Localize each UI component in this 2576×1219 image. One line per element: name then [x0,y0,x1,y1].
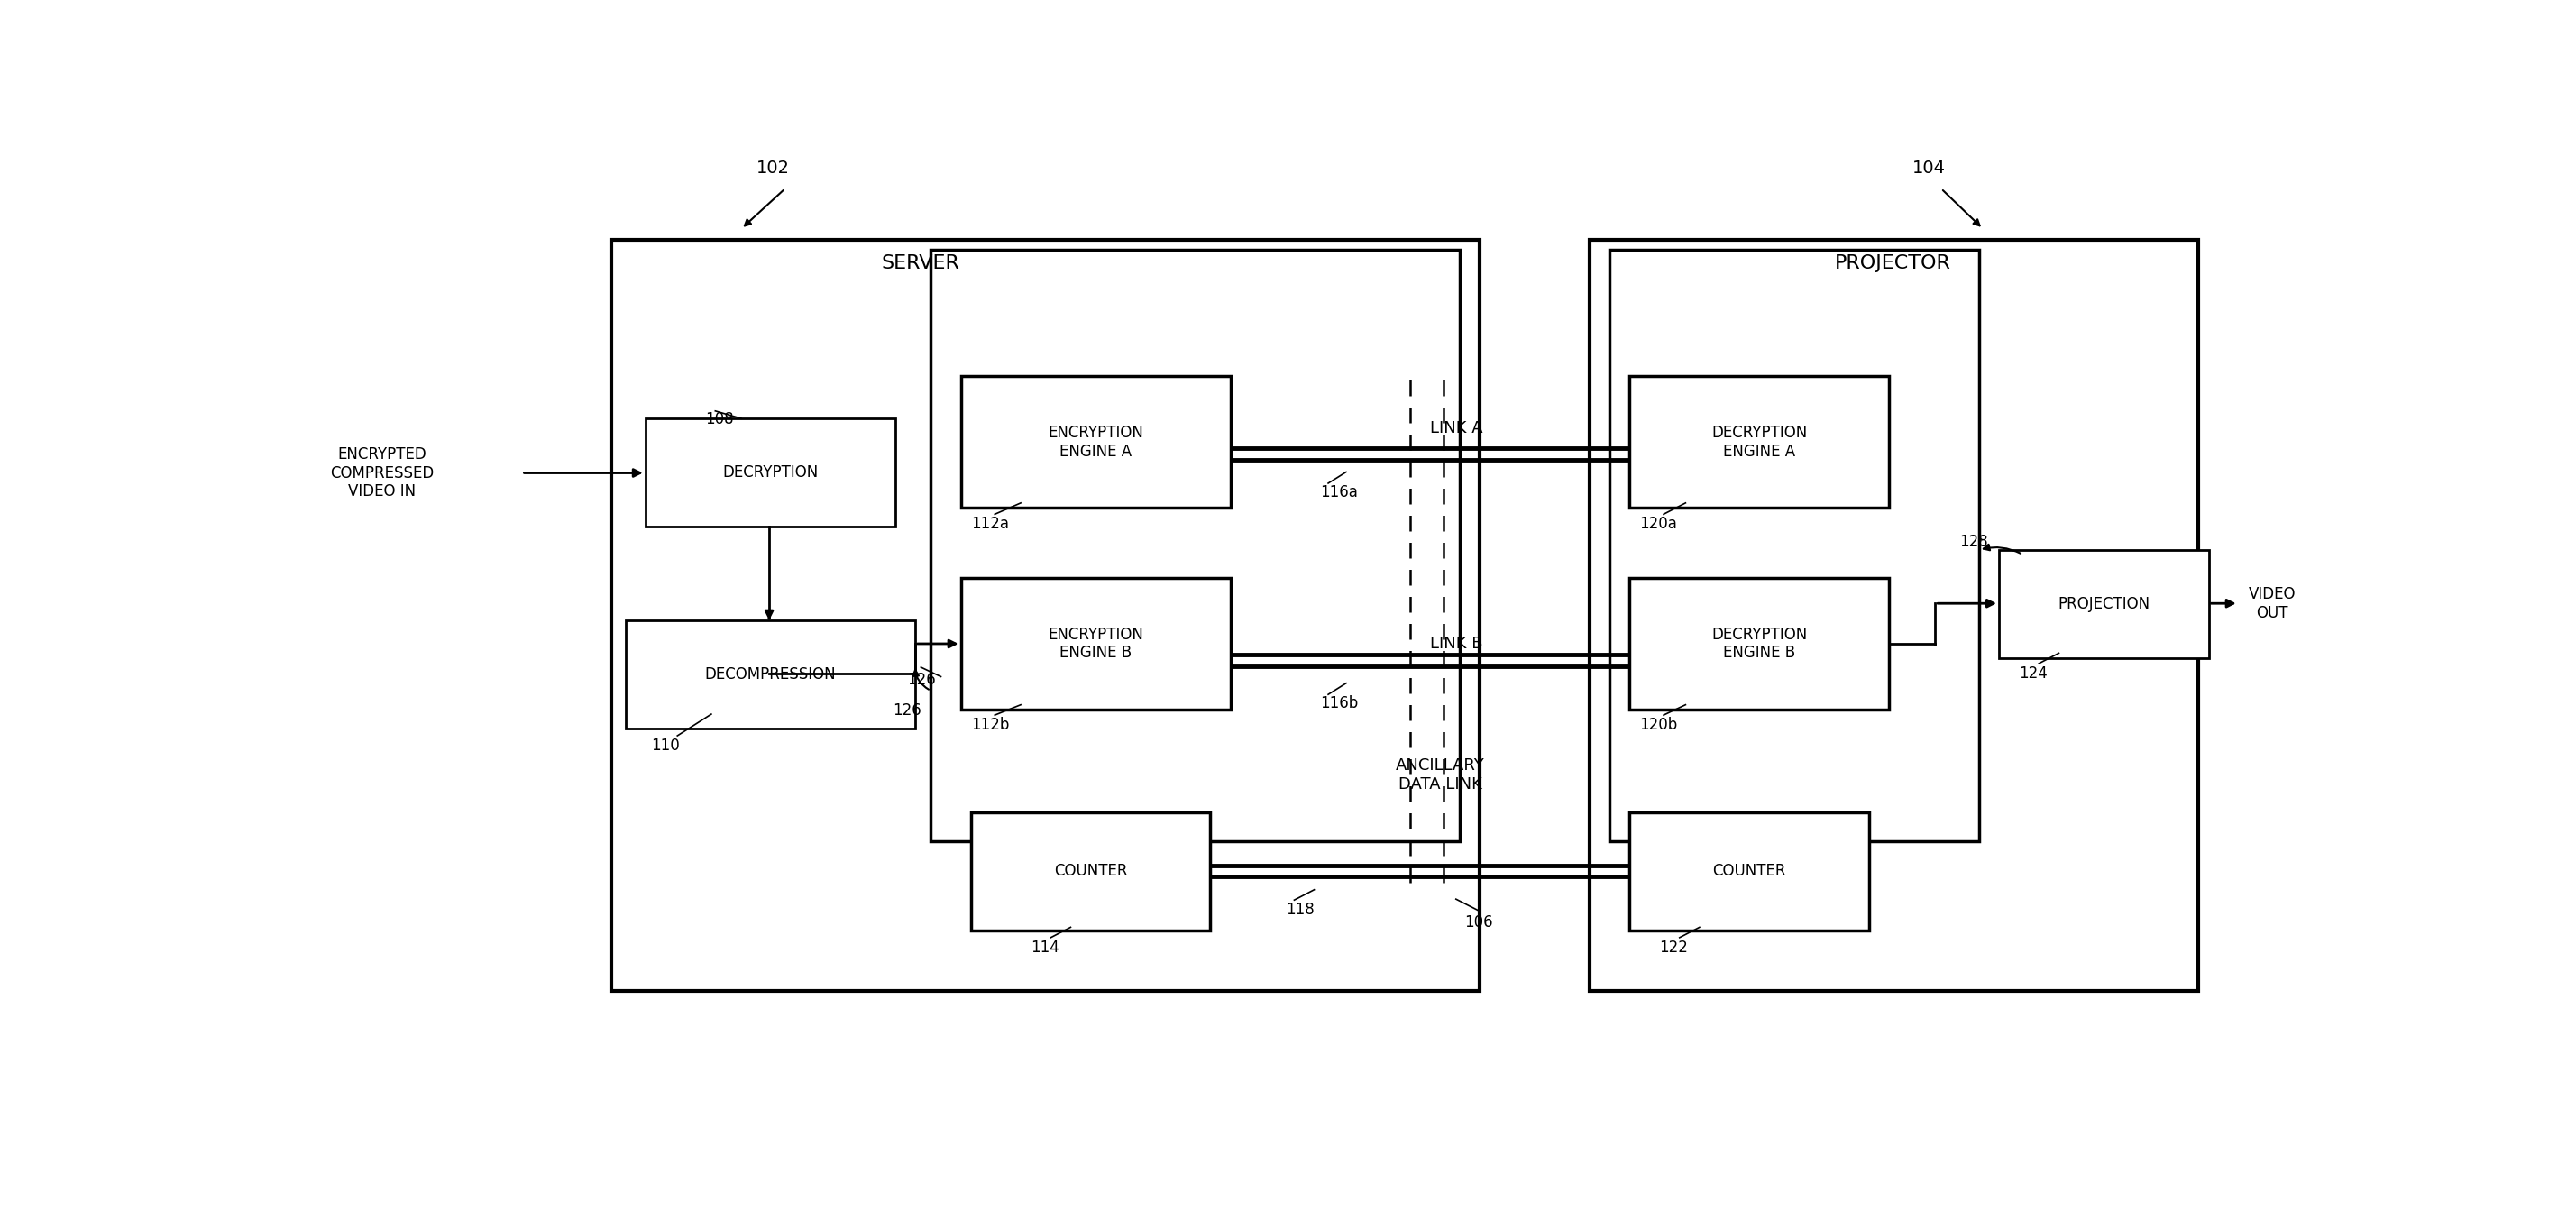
Text: DECRYPTION
ENGINE A: DECRYPTION ENGINE A [1710,424,1808,460]
Text: 104: 104 [1911,160,1945,177]
Text: 112b: 112b [971,717,1010,733]
Bar [1610,250,1978,841]
Text: 124: 124 [2020,666,2048,681]
Text: ANCILLARY
DATA LINK: ANCILLARY DATA LINK [1396,758,1484,792]
Bar [1999,550,2208,658]
Text: 108: 108 [706,411,734,427]
Text: DECRYPTION: DECRYPTION [721,464,819,480]
Text: VIDEO
OUT: VIDEO OUT [2249,586,2295,620]
Bar [626,620,914,728]
Text: COUNTER: COUNTER [1713,863,1785,879]
Text: DECOMPRESSION: DECOMPRESSION [706,666,835,683]
Text: 126: 126 [894,702,922,718]
Text: SERVER: SERVER [881,255,961,273]
Bar [1631,377,1888,507]
Text: PROJECTION: PROJECTION [2058,596,2151,612]
Bar [1631,813,1870,930]
Text: 114: 114 [1030,940,1059,956]
Text: 106: 106 [1463,914,1492,930]
Text: 118: 118 [1285,902,1314,918]
Text: LINK A: LINK A [1430,419,1484,436]
Text: 116a: 116a [1321,484,1358,501]
Text: ENCRYPTED
COMPRESSED
VIDEO IN: ENCRYPTED COMPRESSED VIDEO IN [330,446,433,500]
Bar [961,578,1231,709]
Bar [971,813,1211,930]
Text: ENCRYPTION
ENGINE B: ENCRYPTION ENGINE B [1048,627,1144,661]
Bar [647,418,894,527]
Bar [930,250,1461,841]
Text: ENCRYPTION
ENGINE A: ENCRYPTION ENGINE A [1048,424,1144,460]
Text: DECRYPTION
ENGINE B: DECRYPTION ENGINE B [1710,627,1808,661]
Text: 120b: 120b [1641,717,1677,733]
Text: LINK B: LINK B [1430,635,1484,652]
Text: PROJECTOR: PROJECTOR [1834,255,1950,273]
Text: 102: 102 [757,160,791,177]
Bar [961,377,1231,507]
Bar [1589,240,2200,991]
Bar [1631,578,1888,709]
Text: 120a: 120a [1641,516,1677,533]
Text: 110: 110 [652,737,680,753]
Text: 116b: 116b [1321,695,1358,712]
Text: COUNTER: COUNTER [1054,863,1128,879]
Text: 122: 122 [1659,940,1687,956]
Text: 128: 128 [1960,534,1989,550]
Text: 126: 126 [907,672,935,689]
Text: 112a: 112a [971,516,1010,533]
Bar [611,240,1479,991]
